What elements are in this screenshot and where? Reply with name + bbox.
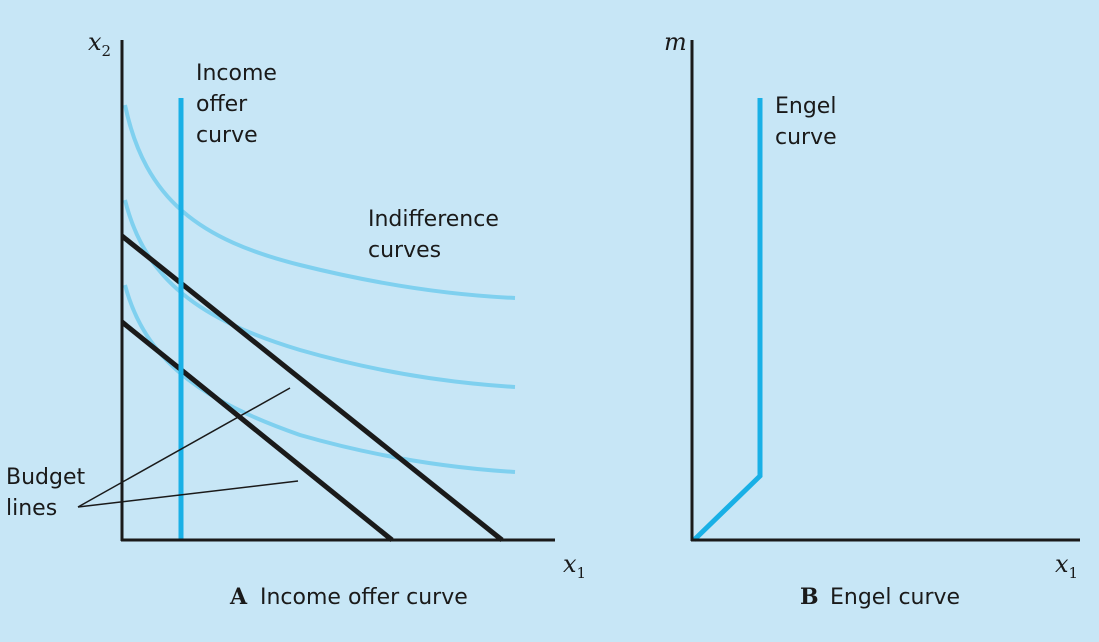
indifference-curves-label: Indifference curves [368, 207, 506, 263]
y-axis-label-b: m [664, 28, 687, 56]
panel-b: m x1 Engel curve B Engel curve [664, 28, 1080, 610]
indifference-curve-high [123, 104, 516, 300]
panel-a: x2 x1 Income offer curve Indifference cu… [6, 28, 586, 610]
x-axis-label-a: x1 [563, 550, 586, 582]
caption-a: A Income offer curve [229, 584, 468, 610]
budget-leader-upper [77, 387, 291, 508]
budget-line-outer [120, 234, 504, 542]
budget-lines-label: Budget lines [6, 465, 92, 521]
engel-curve [692, 98, 763, 542]
x-axis-label-b: x1 [1055, 550, 1078, 582]
budget-leader-lower [77, 480, 299, 508]
income-offer-label: Income offer curve [196, 61, 284, 148]
caption-b: B Engel curve [800, 584, 960, 610]
y-axis-label-a: x2 [88, 28, 111, 60]
engel-curve-label: Engel curve [775, 94, 843, 150]
budget-line-inner [120, 320, 394, 542]
